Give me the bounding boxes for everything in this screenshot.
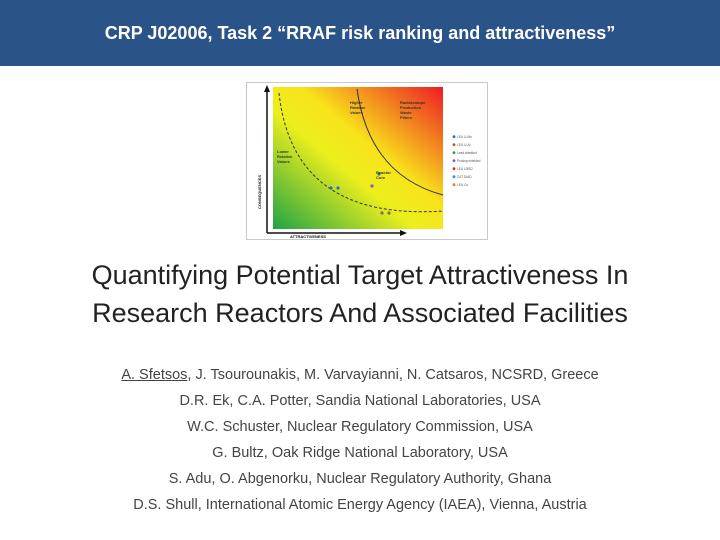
data-point — [377, 172, 381, 176]
legend-label: LEU U-Al — [457, 143, 471, 147]
author-list: A. Sfetsos, J. Tsourounakis, M. Varvayia… — [0, 362, 720, 518]
radio-label-3: Waste — [400, 110, 412, 115]
data-point — [370, 184, 374, 188]
radio-label-4: Filters — [400, 115, 413, 120]
lower-boundary-curve — [278, 92, 444, 213]
legend-marker — [452, 143, 456, 147]
author-line-5: S. Adu, O. Abgenorku, Nuclear Regulatory… — [168, 471, 552, 487]
data-point — [387, 211, 391, 215]
higher-label-3: Values — [350, 110, 363, 115]
author-line-3: W.C. Schuster, Nuclear Regulatory Commis… — [187, 419, 533, 435]
data-point — [329, 186, 333, 190]
x-axis-arrow — [400, 230, 407, 236]
author-line-2: D.R. Ek, C.A. Potter, Sandia National La… — [179, 393, 541, 409]
legend-marker — [452, 159, 456, 163]
legend-label: Pooling shielded — [457, 159, 481, 163]
paper-title: Quantifying Potential Target Attractiven… — [0, 256, 720, 332]
lower-label-2: Relative — [277, 154, 293, 159]
x-axis-label: ATTRACTIVENESS — [290, 234, 326, 239]
higher-label-2: Relative — [350, 105, 366, 110]
legend-marker — [452, 175, 456, 179]
reactor-label-2: Core — [376, 175, 386, 180]
author-line-1-rest: , J. Tsourounakis, M. Varvayianni, N. Ca… — [187, 367, 599, 383]
header-banner: CRP J02006, Task 2 “RRAF risk ranking an… — [0, 0, 720, 66]
legend-label: LEU Cs — [457, 183, 468, 187]
author-line-4: G. Bultz, Oak Ridge National Laboratory,… — [212, 445, 508, 461]
author-line-6: D.S. Shull, International Atomic Energy … — [133, 497, 587, 513]
paper-title-line-1: Quantifying Potential Target Attractiven… — [91, 260, 629, 290]
data-point — [336, 186, 340, 190]
presenting-author: A. Sfetsos — [121, 367, 188, 383]
legend-label: LEU U3Si2 — [457, 167, 473, 171]
header-title: CRP J02006, Task 2 “RRAF risk ranking an… — [104, 22, 616, 43]
paper-title-line-2: Research Reactors And Associated Facilit… — [92, 298, 628, 328]
legend-marker — [452, 183, 456, 187]
higher-label-1: Higher — [350, 100, 363, 105]
legend-label: LEU U-Mo — [457, 135, 472, 139]
author-line-1: A. Sfetsos, J. Tsourounakis, M. Varvayia… — [0, 362, 720, 388]
reactor-label-1: Reactor — [376, 170, 391, 175]
data-points — [329, 172, 391, 215]
lower-label-3: Values — [277, 159, 290, 164]
legend-label: CAT DIAD — [457, 175, 472, 179]
legend-marker — [452, 167, 456, 171]
radio-label-1: Radioisotope — [400, 100, 426, 105]
legend-label: Lead shielded — [457, 151, 477, 155]
legend-marker — [452, 135, 456, 139]
figure-legend: LEU U-Mo LEU U-Al Lead shielded Pooling shi… — [452, 135, 481, 187]
y-axis-arrow — [264, 85, 270, 92]
y-axis-label: CONSEQUENCES — [257, 175, 262, 209]
data-point — [380, 211, 384, 215]
attractiveness-chart: Higher Relative Values Radioisotope Prod… — [257, 85, 481, 239]
upper-boundary-curve — [356, 88, 444, 196]
risk-gradient — [273, 87, 443, 229]
lower-label-1: Lower — [277, 149, 289, 154]
legend-marker — [452, 151, 456, 155]
radio-label-2: Production — [400, 105, 422, 110]
attractiveness-figure: Higher Relative Values Radioisotope Prod… — [246, 82, 488, 240]
